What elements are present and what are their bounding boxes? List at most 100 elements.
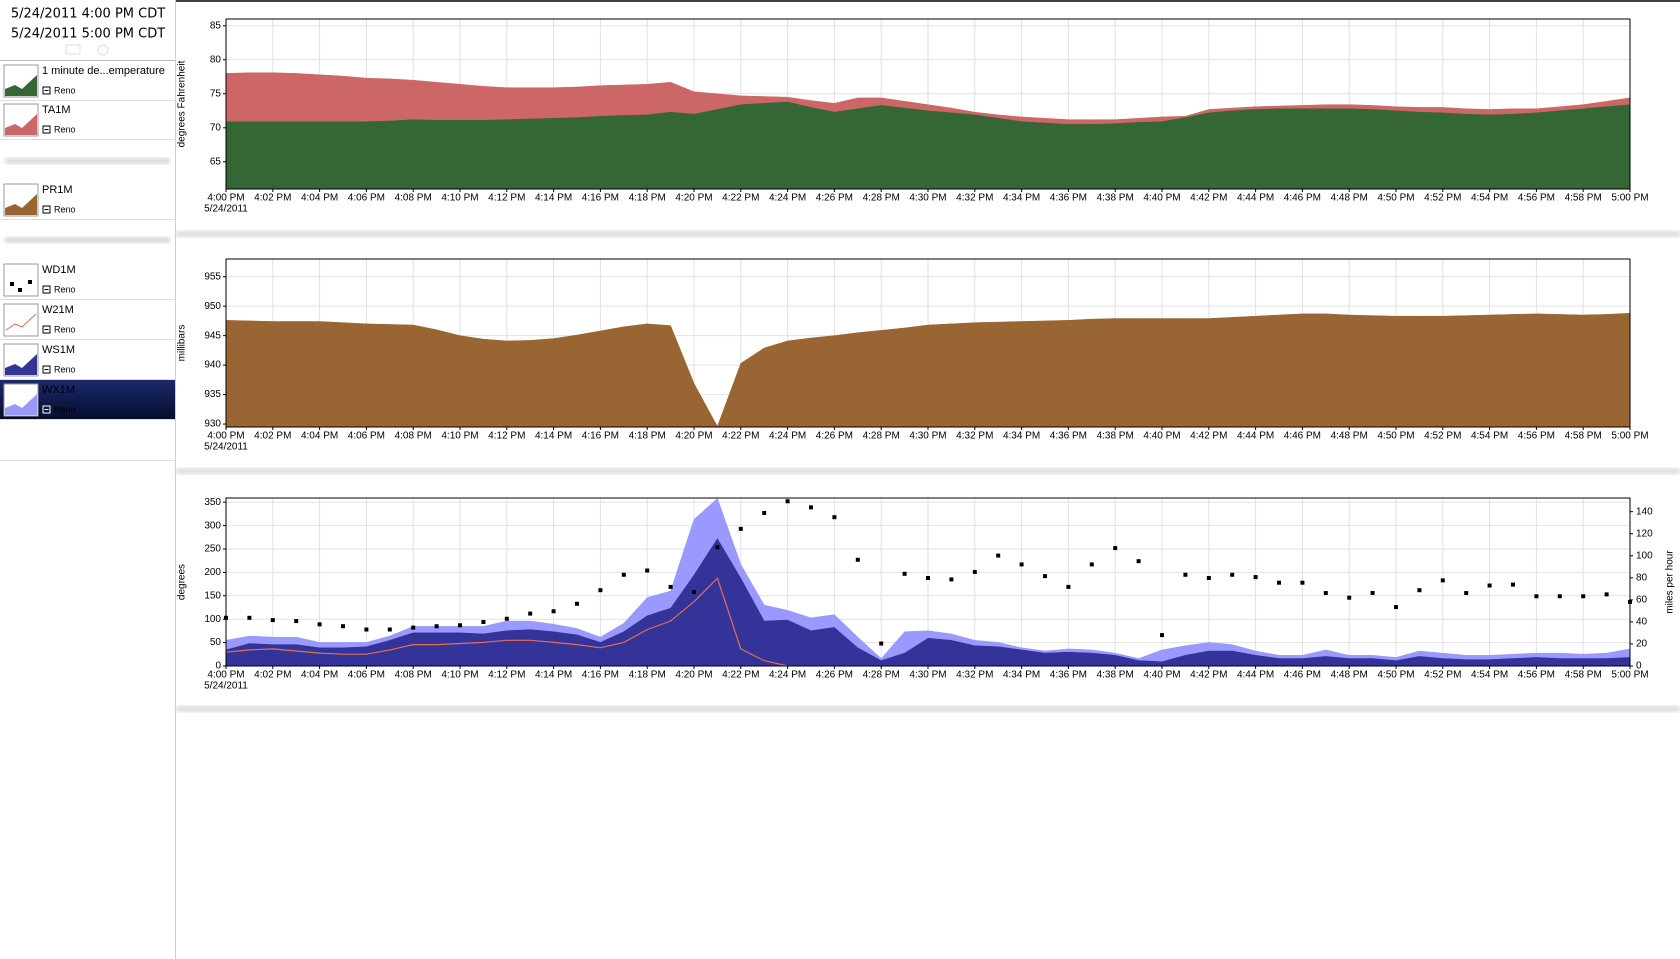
point xyxy=(1277,580,1281,585)
series-name: W21M xyxy=(42,304,74,316)
point xyxy=(1487,583,1492,588)
x-tick-label: 4:16 PM xyxy=(582,193,619,204)
y-tick-label: 940 xyxy=(204,360,221,371)
x-tick-label: 4:28 PM xyxy=(863,670,900,681)
x-tick-label: 4:30 PM xyxy=(909,193,946,204)
y-tick-label: 930 xyxy=(204,419,221,430)
thumbnail-shape xyxy=(5,194,37,215)
series-name: TA1M xyxy=(42,104,71,116)
y-tick-label: 200 xyxy=(204,567,221,578)
point xyxy=(1604,592,1609,597)
x-tick-label: 4:16 PM xyxy=(582,670,619,681)
x-tick-label: 4:22 PM xyxy=(722,670,759,681)
x-tick-label: 4:24 PM xyxy=(769,431,806,442)
area xyxy=(225,312,1631,428)
series-name: WS1M xyxy=(42,344,75,356)
point xyxy=(715,545,720,550)
camera-icon[interactable] xyxy=(65,44,81,55)
chart-separator xyxy=(176,706,1680,712)
x-tick-label: 4:18 PM xyxy=(629,431,666,442)
sidebar-item[interactable]: TA1M Reno xyxy=(0,103,175,140)
point xyxy=(832,515,837,520)
point xyxy=(1440,578,1445,583)
x-tick-label: 4:56 PM xyxy=(1518,193,1555,204)
x-tick-label: 4:06 PM xyxy=(348,193,385,204)
x-tick-label: 4:10 PM xyxy=(441,431,478,442)
x-tick-label: 4:26 PM xyxy=(816,193,853,204)
x-tick-label: 4:40 PM xyxy=(1143,193,1180,204)
point xyxy=(738,526,743,531)
point xyxy=(1043,574,1047,579)
x-tick-label: 4:04 PM xyxy=(301,670,338,681)
point xyxy=(294,619,299,624)
y2-tick-label: 120 xyxy=(1636,528,1653,539)
point xyxy=(387,627,392,632)
y2-tick-label: 20 xyxy=(1636,639,1648,650)
y-tick-label: 950 xyxy=(204,301,221,312)
point xyxy=(341,624,345,629)
x-tick-label: 4:44 PM xyxy=(1237,670,1274,681)
sidebar-item[interactable]: WX1M Reno xyxy=(0,380,175,420)
line xyxy=(225,577,788,667)
point xyxy=(879,641,884,646)
x-tick-label: 4:02 PM xyxy=(254,193,291,204)
x-tick-label: 4:06 PM xyxy=(348,670,385,681)
x-tick-label: 4:22 PM xyxy=(722,431,759,442)
x-tick-label: 4:54 PM xyxy=(1471,431,1508,442)
station-icon xyxy=(42,365,51,374)
x-tick-label: 4:18 PM xyxy=(629,193,666,204)
station-name: Reno xyxy=(54,364,76,374)
x-tick-label: 4:12 PM xyxy=(488,670,525,681)
point xyxy=(1323,590,1328,595)
point xyxy=(551,609,556,614)
clock-icon[interactable] xyxy=(97,44,109,56)
x-tick-label: 4:00 PM xyxy=(207,670,244,681)
x-tick-label: 4:38 PM xyxy=(1097,193,1134,204)
sidebar-item[interactable]: WS1M Reno xyxy=(0,343,175,380)
point xyxy=(411,625,416,630)
point xyxy=(949,577,954,582)
y-tick-label: 955 xyxy=(204,271,221,282)
x-tick-label: 4:20 PM xyxy=(675,670,712,681)
plot-border xyxy=(225,497,1631,667)
point xyxy=(1581,594,1586,599)
point xyxy=(434,624,439,629)
y-tick-label: 945 xyxy=(204,330,221,341)
x-tick-label: 4:20 PM xyxy=(675,193,712,204)
x-tick-label: 4:16 PM xyxy=(582,431,619,442)
x-tick-label: 4:56 PM xyxy=(1518,431,1555,442)
x-tick-label: 4:28 PM xyxy=(863,431,900,442)
y-tick-label: 0 xyxy=(215,661,221,672)
point xyxy=(1160,633,1164,638)
x-tick-label: 4:52 PM xyxy=(1424,193,1461,204)
y2-tick-label: 0 xyxy=(1636,661,1642,672)
y-tick-label: 65 xyxy=(210,156,222,167)
plot-border xyxy=(225,18,1631,190)
sidebar-item[interactable]: 1 minute de...emperature Reno xyxy=(0,64,175,101)
series-name: PR1M xyxy=(42,184,73,196)
station-name: Reno xyxy=(54,204,76,214)
sidebar-item[interactable]: PR1M Reno xyxy=(0,183,175,220)
x-tick-label: 4:36 PM xyxy=(1050,670,1087,681)
y-tick-label: 80 xyxy=(210,54,222,65)
sidebar-item[interactable]: WD1M Reno xyxy=(0,263,175,300)
station-icon xyxy=(42,125,51,134)
thumbnail-shape xyxy=(18,288,22,292)
x-tick-label: 4:12 PM xyxy=(488,431,525,442)
x-tick-label: 4:02 PM xyxy=(254,670,291,681)
sidebar-item[interactable]: W21M Reno xyxy=(0,303,175,340)
point xyxy=(1464,590,1469,595)
y2-tick-label: 100 xyxy=(1636,550,1653,561)
x-tick-label: 4:20 PM xyxy=(675,431,712,442)
x-tick-label: 4:40 PM xyxy=(1143,670,1180,681)
station-icon xyxy=(42,325,51,334)
thumbnail-shape xyxy=(5,75,37,96)
y-axis-title: degrees Fahrenheit xyxy=(177,60,188,147)
point xyxy=(668,584,673,589)
x-tick-label: 4:08 PM xyxy=(395,193,432,204)
x-tick-label: 5:00 PM xyxy=(1611,670,1648,681)
point xyxy=(926,576,930,581)
x-tick-label: 4:50 PM xyxy=(1377,670,1414,681)
chart-separator xyxy=(176,231,1680,237)
x-date-label: 5/24/2011 xyxy=(204,442,248,453)
